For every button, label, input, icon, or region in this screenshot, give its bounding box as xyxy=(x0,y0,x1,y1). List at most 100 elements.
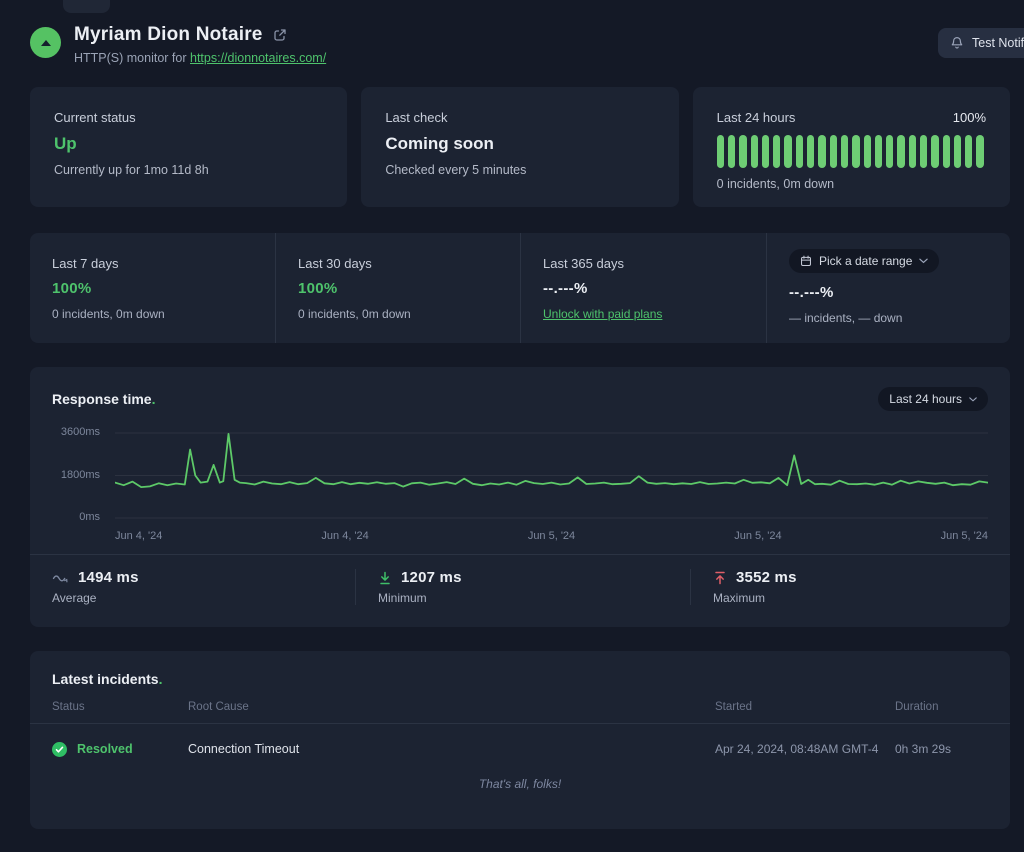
uptime-bar[interactable] xyxy=(874,135,883,168)
chart-range-dropdown[interactable]: Last 24 hours xyxy=(878,387,988,411)
chart-range-label: Last 24 hours xyxy=(889,392,962,406)
title-text: Response time xyxy=(52,391,152,407)
divider xyxy=(30,554,1010,555)
uptime-sub: — incidents, — down xyxy=(789,311,903,325)
uptime-sub: 0 incidents, 0m down xyxy=(52,307,165,321)
stat-maximum: 3552 ms Maximum xyxy=(690,569,1010,605)
last-check-card: Last check Coming soon Checked every 5 m… xyxy=(361,87,679,207)
chevron-down-icon xyxy=(919,258,929,264)
page-title: Myriam Dion Notaire xyxy=(74,24,263,45)
response-time-title: Response time. xyxy=(52,391,155,407)
x-axis-labels: Jun 4, '24 Jun 4, '24 Jun 5, '24 Jun 5, '24… xyxy=(115,530,988,542)
incident-status-label: Resolved xyxy=(77,742,133,756)
incidents-column-header: Root Cause xyxy=(188,701,249,713)
uptime-bar[interactable] xyxy=(727,135,736,168)
uptime-bar[interactable] xyxy=(908,135,916,168)
uptime-365d: Last 365 days --.---% Unlock with paid p… xyxy=(520,233,766,343)
latest-incidents-title: Latest incidents. xyxy=(30,651,1010,687)
uptime-bar[interactable] xyxy=(852,135,860,168)
uptime-label: Last 7 days xyxy=(52,256,119,271)
stat-value: 3552 ms xyxy=(736,569,797,586)
test-notifications-label: Test Notifications xyxy=(972,36,1024,50)
uptime-periods-card: Last 7 days 100% 0 incidents, 0m down La… xyxy=(30,233,1010,343)
uptime-bar[interactable] xyxy=(795,135,804,168)
response-time-chart xyxy=(115,432,988,519)
current-status-value: Up xyxy=(54,134,77,153)
status-up-avatar xyxy=(30,27,61,58)
uptime-bar[interactable] xyxy=(942,135,950,168)
incidents-column-header: Status xyxy=(52,701,85,713)
uptime-custom-range: Pick a date range --.---% — incidents, —… xyxy=(766,233,1010,343)
calendar-icon xyxy=(800,255,812,267)
chevron-down-icon xyxy=(969,396,977,402)
maximum-upload-icon xyxy=(713,571,727,585)
monitor-url-link[interactable]: https://dionnotaires.com/ xyxy=(190,51,327,65)
average-wave-icon xyxy=(52,571,69,584)
response-time-chart-area[interactable]: 0ms 1800ms 3600ms xyxy=(61,426,988,523)
card-label: Last check xyxy=(385,110,448,125)
incident-status: Resolved xyxy=(52,741,188,757)
uptime-bar[interactable] xyxy=(716,135,724,168)
last-24h-percent: 100% xyxy=(952,110,986,125)
uptime-bar[interactable] xyxy=(920,135,928,168)
uptime-bar[interactable] xyxy=(953,135,962,168)
x-axis-tick-label: Jun 5, '24 xyxy=(527,530,576,542)
stat-label: Maximum xyxy=(713,591,766,605)
uptime-7d: Last 7 days 100% 0 incidents, 0m down xyxy=(30,233,275,343)
stat-label: Average xyxy=(52,591,97,605)
uptime-bar[interactable] xyxy=(807,135,815,168)
uptime-bar[interactable] xyxy=(773,135,781,168)
uptime-label: Last 365 days xyxy=(543,256,624,271)
uptime-bar[interactable] xyxy=(818,135,826,168)
pick-date-range-button[interactable]: Pick a date range xyxy=(789,249,940,273)
uptime-sub: 0 incidents, 0m down xyxy=(298,307,411,321)
external-link-icon[interactable] xyxy=(273,28,287,42)
uptime-30d: Last 30 days 100% 0 incidents, 0m down xyxy=(275,233,520,343)
y-axis-tick-label: 1800ms xyxy=(60,468,100,481)
uptime-bar[interactable] xyxy=(976,135,984,168)
resolved-check-icon xyxy=(52,741,67,757)
response-time-card: Response time. Last 24 hours 0ms 1800ms 36… xyxy=(30,367,1010,627)
uptime-value: --.---% xyxy=(789,284,834,301)
uptime-bar[interactable] xyxy=(965,135,973,168)
uptime-bar[interactable] xyxy=(750,135,758,168)
subtitle-prefix: HTTP(S) monitor for xyxy=(74,51,190,65)
uptime-bar[interactable] xyxy=(761,135,770,168)
title-dot: . xyxy=(151,391,156,407)
test-notifications-button[interactable]: Test Notifications xyxy=(938,28,1024,58)
incidents-table-header: Status Root Cause Started Duration xyxy=(30,701,1010,724)
card-sub: Currently up for 1mo 11d 8h xyxy=(54,163,209,177)
header-text: Myriam Dion Notaire HTTP(S) monitor for … xyxy=(74,24,326,65)
response-time-line xyxy=(115,433,988,488)
uptime-label: Last 30 days xyxy=(298,256,372,271)
latest-incidents-card: Latest incidents. Status Root Cause Starte… xyxy=(30,651,1010,829)
status-cards-row: Current status Up Currently up for 1mo 1… xyxy=(30,87,1010,207)
incidents-footer: That's all, folks! xyxy=(478,777,562,791)
incidents-column-header: Duration xyxy=(895,701,939,713)
uptime-bar[interactable] xyxy=(784,135,792,168)
uptime-bar[interactable] xyxy=(863,135,871,168)
title-text: Latest incidents xyxy=(52,671,159,687)
stat-value: 1207 ms xyxy=(401,569,462,586)
monitor-subtitle: HTTP(S) monitor for https://dionnotaires… xyxy=(74,51,326,65)
card-label: Last 24 hours xyxy=(716,110,796,125)
uptime-bar[interactable] xyxy=(897,135,905,168)
stat-value: 1494 ms xyxy=(78,569,139,586)
minimum-download-icon xyxy=(378,571,392,585)
uptime-value: 100% xyxy=(298,280,338,297)
uptime-bar[interactable] xyxy=(931,135,939,168)
monitor-page: Myriam Dion Notaire HTTP(S) monitor for … xyxy=(30,0,1024,829)
response-time-stats: 1494 ms Average 1207 ms Minimum xyxy=(30,555,1010,605)
uptime-bar[interactable] xyxy=(829,135,837,168)
uptime-bar[interactable] xyxy=(886,135,894,168)
last-24h-card: Last 24 hours 100% 0 incidents, 0m down xyxy=(692,87,1010,207)
y-axis-tick-label: 0ms xyxy=(79,511,100,523)
pick-date-range-label: Pick a date range xyxy=(819,254,913,268)
uptime-bar[interactable] xyxy=(739,135,747,168)
unlock-paid-plans-link[interactable]: Unlock with paid plans xyxy=(543,307,663,321)
uptime-value: --.---% xyxy=(543,280,588,297)
incidents-column-header: Started xyxy=(715,701,753,713)
card-label: Current status xyxy=(54,110,136,125)
incidents-table-body: Resolved Connection Timeout Apr 24, 2024, … xyxy=(30,724,1010,774)
uptime-bar[interactable] xyxy=(840,135,849,168)
